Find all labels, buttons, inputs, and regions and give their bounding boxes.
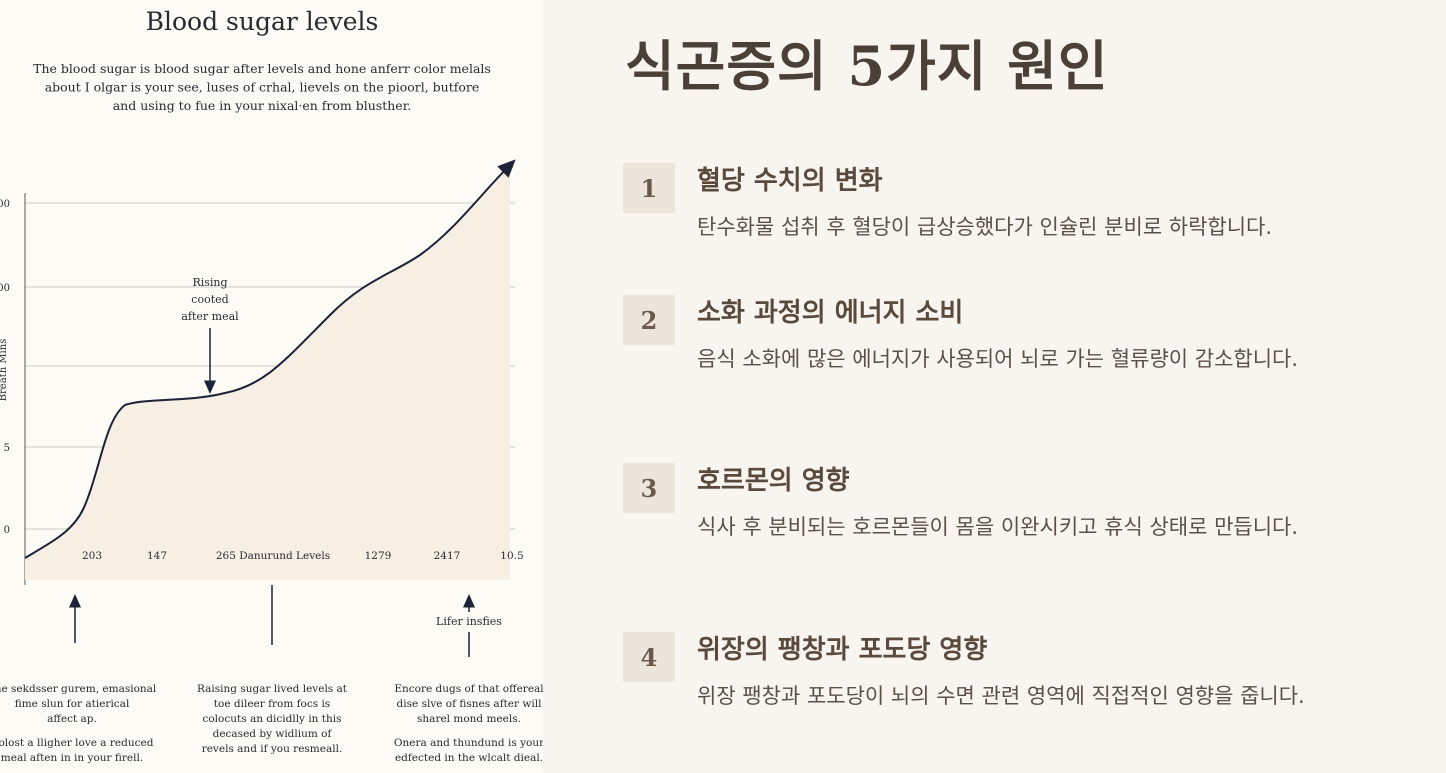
item-heading: 호르몬의 영향 — [697, 466, 850, 496]
slide-title: 식곤증의 5가지 원인 — [625, 34, 1109, 98]
illustration: Blood sugar levels Breath Mins Lifer ins… — [0, 0, 543, 773]
note-line: toe dileer from focs is — [214, 698, 330, 710]
y-tick-label: 00 — [0, 199, 10, 210]
item-heading: 위장의 팽창과 포도당 영향 — [697, 635, 988, 665]
item-heading: 혈당 수치의 변화 — [697, 166, 883, 196]
note-line: Encore dugs of that offereal — [394, 683, 543, 695]
x-label: 10.5 — [500, 550, 523, 562]
description-line: about I olgar is your see, luses of crha… — [45, 80, 480, 95]
note-line: colocuts an dicidlly in this — [202, 713, 341, 725]
note-line: edfected in the wlcalt dieal. — [395, 752, 543, 764]
axis-label: Breath Mins — [0, 339, 9, 402]
x-label: 2417 — [434, 550, 461, 562]
note-line: sharel mond meels. — [417, 713, 521, 725]
x-label: 203 — [82, 550, 102, 562]
illustration-title: Blood sugar levels — [146, 7, 379, 36]
note-line: dise slve of fisnes after will — [397, 698, 543, 710]
note-line: meal aften in in your firell. — [1, 752, 143, 764]
item-description: 위장 팽창과 포도당이 뇌의 수면 관련 영역에 직접적인 영향을 줍니다. — [697, 684, 1305, 708]
item-description: 식사 후 분비되는 호르몬들이 몸을 이완시키고 휴식 상태로 만듭니다. — [697, 515, 1299, 539]
annotation: after meal — [181, 310, 239, 323]
x-label: 1279 — [365, 550, 392, 562]
curve-area — [25, 165, 510, 580]
curve — [24, 159, 516, 559]
note-line: The sekdsser gurem, emasional — [0, 683, 157, 695]
note-line: revels and if you resmeall. — [202, 743, 343, 755]
y-tick-label: 00 — [0, 283, 10, 294]
note-line: affect ap. — [47, 713, 97, 725]
note-line: Onera and thundund is your — [394, 737, 543, 749]
item-description: 탄수화물 섭취 후 혈당이 급상승했다가 인슐린 분비로 하락합니다. — [697, 215, 1273, 239]
item-description: 음식 소화에 많은 에너지가 사용되어 뇌로 가는 혈류량이 감소합니다. — [697, 347, 1299, 371]
annotation: Rising — [192, 276, 227, 289]
annotation: cooted — [191, 293, 228, 306]
y-tick-label: 5 — [4, 443, 10, 454]
note-line: Raising sugar lived levels at — [197, 683, 348, 695]
note-line: decased by widlium of — [213, 728, 333, 740]
note-line: fime slun for atierical — [15, 698, 130, 710]
item-heading: 소화 과정의 에너지 소비 — [697, 298, 964, 328]
item-number: 2 — [623, 295, 675, 345]
item-number: 3 — [623, 463, 675, 513]
item-number: 1 — [623, 163, 675, 213]
description-line: The blood sugar is blood sugar after lev… — [33, 61, 491, 76]
callout: Lifer insfies — [436, 615, 502, 628]
x-label: 265 Danurund Levels — [216, 550, 330, 562]
y-tick-label: 0 — [4, 525, 10, 536]
description-line: and using to fue in your nixal·en from b… — [113, 98, 412, 113]
x-label: 147 — [147, 550, 167, 562]
item-number: 4 — [623, 632, 675, 682]
note-line: Rolost a lligher love a reduced — [0, 737, 154, 749]
